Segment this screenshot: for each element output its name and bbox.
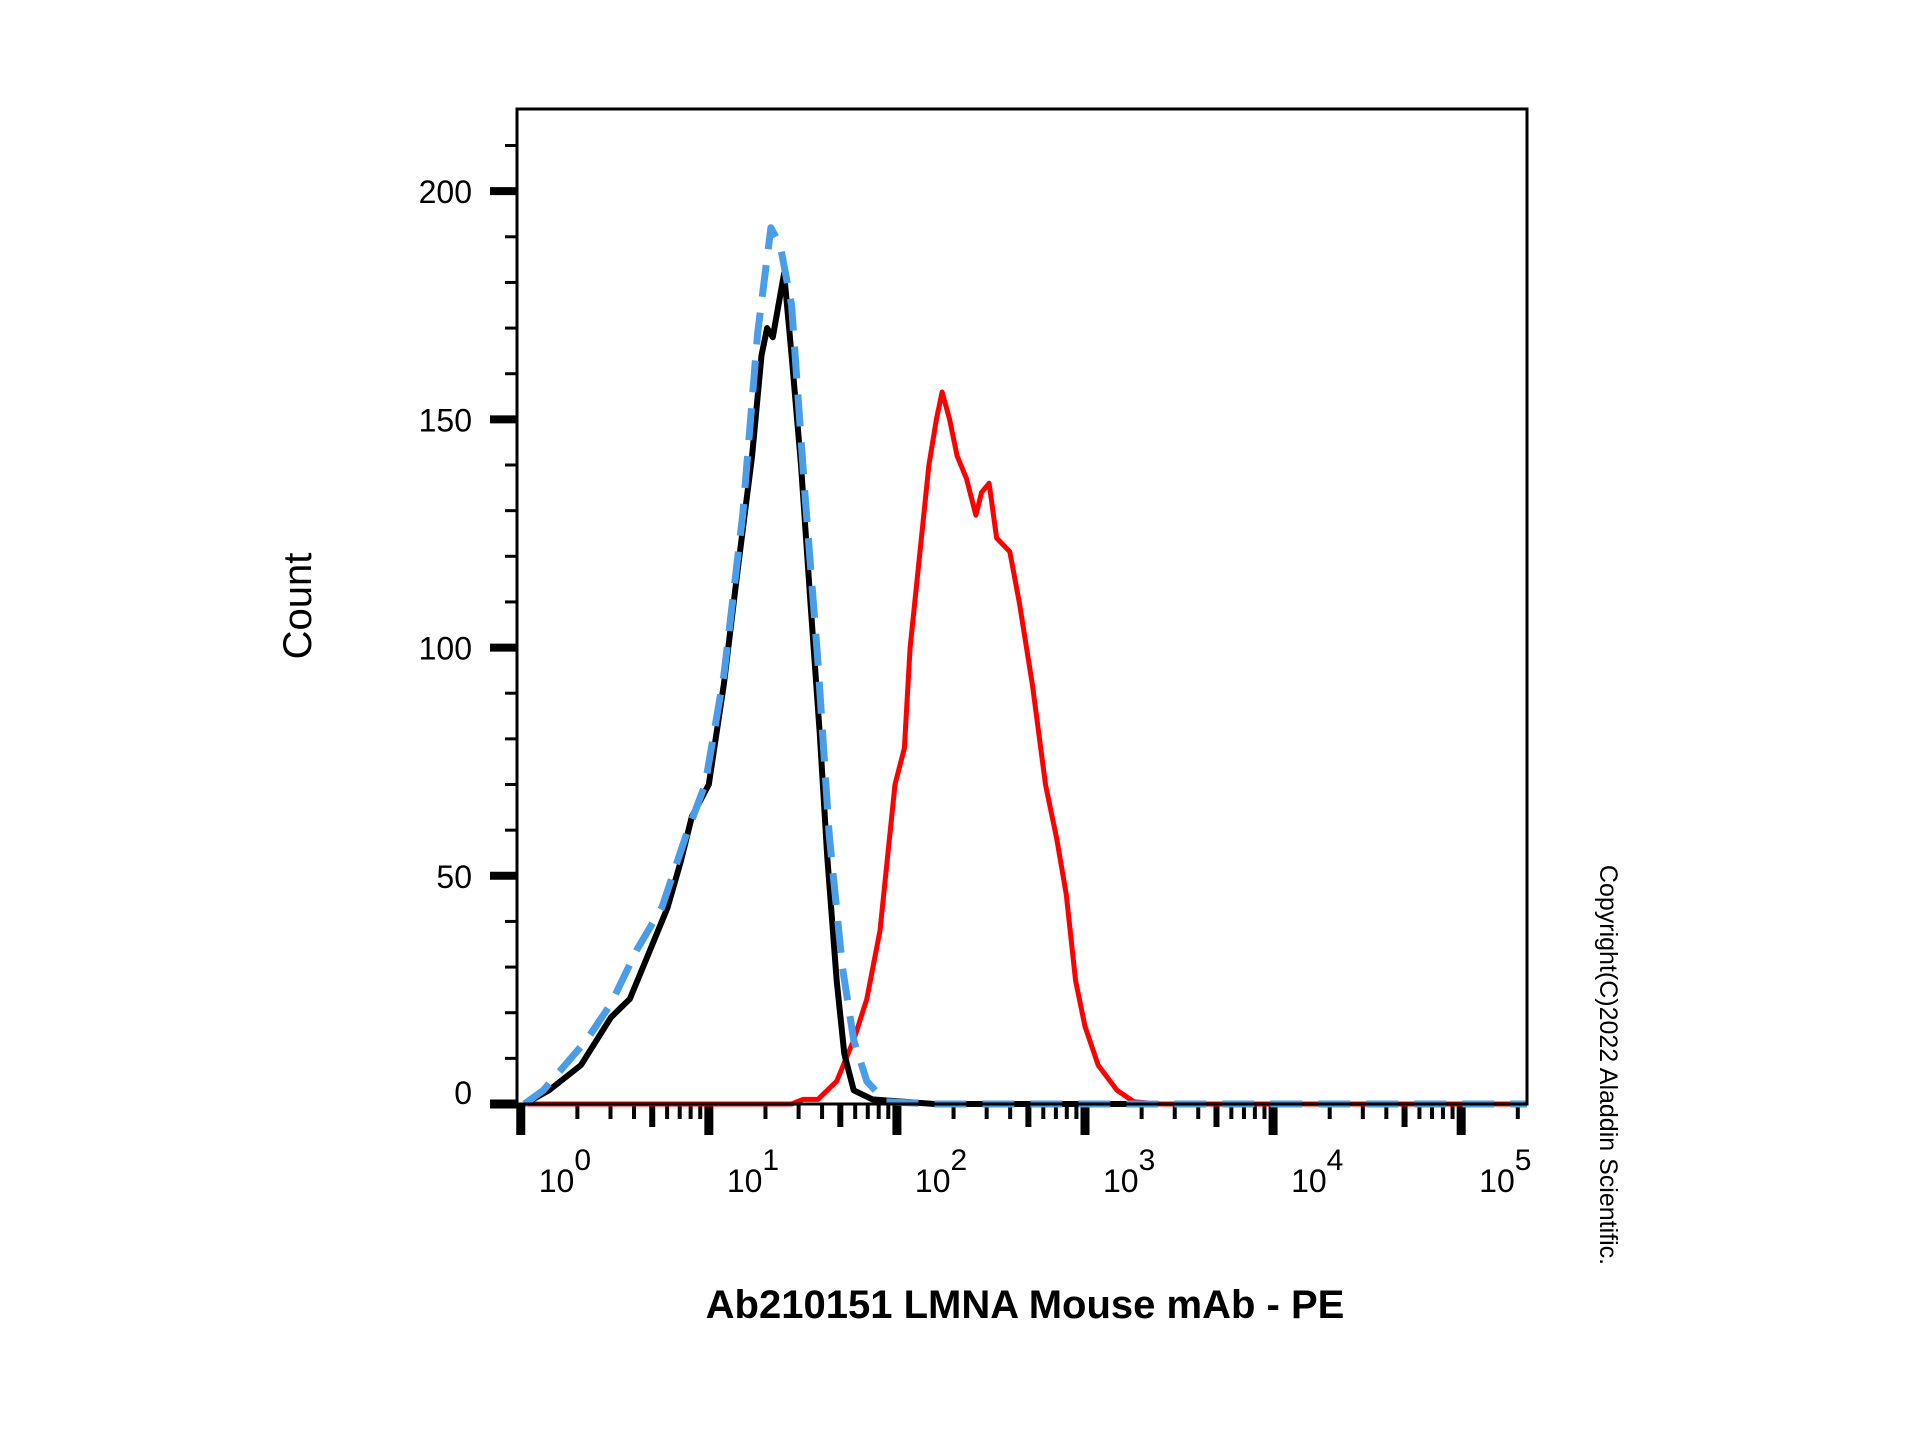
x-tick-label: 103 bbox=[1103, 1144, 1155, 1199]
x-tick-label: 104 bbox=[1291, 1144, 1343, 1199]
copyright-text: Copyright(C)2022 Aladdin Scientific. bbox=[1594, 865, 1622, 1265]
series-group bbox=[522, 224, 1527, 1108]
x-tick-base: 10 bbox=[539, 1163, 575, 1199]
x-tick-exponent: 5 bbox=[1515, 1144, 1532, 1177]
x-tick-exponent: 3 bbox=[1139, 1144, 1156, 1177]
x-tick-exponent: 4 bbox=[1327, 1144, 1344, 1177]
y-axis-title: Count bbox=[276, 553, 320, 660]
plot-frame bbox=[515, 107, 1529, 1106]
x-tick-label: 102 bbox=[915, 1144, 967, 1199]
y-tick-label: 100 bbox=[419, 631, 472, 667]
series-line-blue-dashed bbox=[522, 224, 1527, 1108]
series-line-red bbox=[524, 389, 1527, 1107]
x-tick-exponent: 2 bbox=[951, 1144, 968, 1177]
y-tick-label: 200 bbox=[419, 174, 472, 210]
x-tick-label: 105 bbox=[1479, 1144, 1531, 1199]
y-tick-label: 50 bbox=[436, 859, 472, 895]
x-axis-title: Ab210151 LMNA Mouse mAb - PE bbox=[706, 1283, 1345, 1327]
x-tick-exponent: 0 bbox=[574, 1144, 591, 1177]
x-tick-base: 10 bbox=[915, 1163, 951, 1199]
x-tick-exponent: 1 bbox=[762, 1144, 779, 1177]
y-tick-label: 150 bbox=[419, 402, 472, 438]
x-tick-label: 100 bbox=[539, 1144, 591, 1199]
axis-ticks bbox=[490, 144, 1520, 1135]
series-line-black bbox=[523, 270, 1142, 1107]
x-tick-base: 10 bbox=[727, 1163, 763, 1199]
x-tick-base: 10 bbox=[1291, 1163, 1327, 1199]
x-tick-base: 10 bbox=[1103, 1163, 1139, 1199]
y-tick-label: 0 bbox=[454, 1075, 472, 1111]
x-tick-label: 101 bbox=[727, 1144, 779, 1199]
x-tick-base: 10 bbox=[1479, 1163, 1515, 1199]
